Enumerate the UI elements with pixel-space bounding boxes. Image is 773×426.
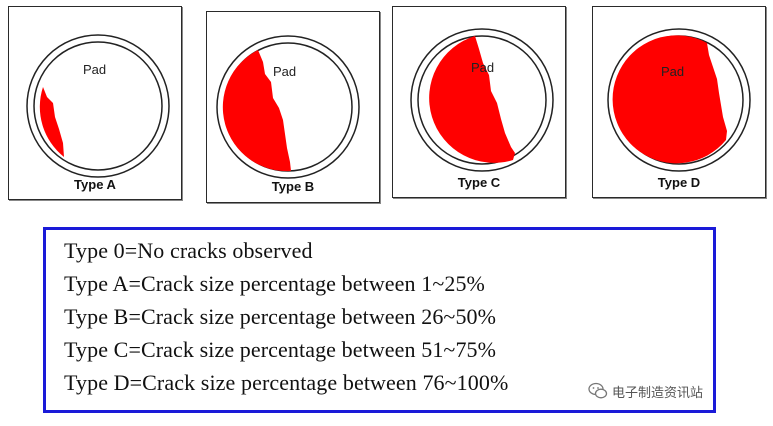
legend-line-type-a: Type A=Crack size percentage between 1~2… xyxy=(64,271,485,296)
panel-caption: Type B xyxy=(271,179,315,194)
legend-line-type-b: Type B=Crack size percentage between 26~… xyxy=(64,304,497,329)
panel-type-d: Pad Type D xyxy=(592,6,766,198)
crack-region xyxy=(39,87,64,157)
panel-type-a: Pad Type A xyxy=(8,6,182,200)
solder-joint-diagram-d xyxy=(607,28,751,172)
solder-joint-diagram-b xyxy=(216,35,360,179)
panel-caption: Type D xyxy=(657,175,701,190)
panel-caption: Type A xyxy=(74,177,116,192)
panel-caption: Type C xyxy=(457,175,501,190)
pad-label: Pad xyxy=(273,64,297,79)
crack-type-legend: Type 0=No cracks observed Type A=Crack s… xyxy=(43,227,716,413)
solder-joint-diagram-a xyxy=(26,34,170,178)
panel-type-c: Pad Type C xyxy=(392,6,566,198)
watermark: 电子制造资讯站 xyxy=(588,381,703,401)
inner-ring xyxy=(33,41,163,171)
crack-region xyxy=(429,36,515,163)
solder-joint-diagram-c xyxy=(410,28,554,172)
legend-line-type-d: Type D=Crack size percentage between 76~… xyxy=(64,370,509,395)
legend-line-type-c: Type C=Crack size percentage between 51~… xyxy=(64,337,497,362)
pad-label: Pad xyxy=(661,64,685,79)
pad-label: Pad xyxy=(471,60,495,75)
crack-region xyxy=(612,35,727,164)
watermark-text: 电子制造资讯站 xyxy=(612,385,704,401)
panel-type-b: Pad Type B xyxy=(206,11,380,203)
pad-label: Pad xyxy=(83,62,107,77)
crack-region xyxy=(222,50,291,172)
legend-line-type-0: Type 0=No cracks observed xyxy=(64,238,313,263)
wechat-logo-icon xyxy=(588,382,608,399)
